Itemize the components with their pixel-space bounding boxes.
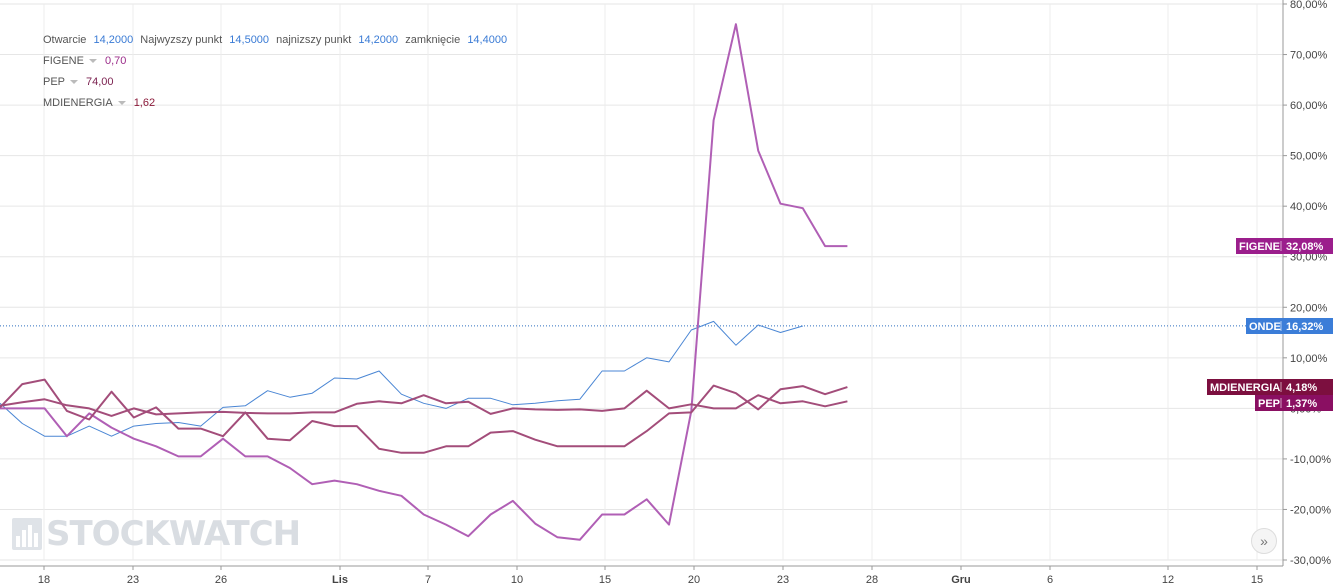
chevron-down-icon[interactable] <box>117 101 126 105</box>
end-label-name: MDIENERGIA <box>1210 382 1280 394</box>
legend-mdienergia-name: MDIENERGIA <box>43 97 113 109</box>
series-line-pep <box>0 389 848 417</box>
legend-figene-value: 0,70 <box>104 55 127 67</box>
legend-pep-value: 74,00 <box>86 76 114 88</box>
series-line-onde <box>0 320 803 437</box>
x-tick-label: 15 <box>599 574 611 586</box>
watermark: STOCKWATCH <box>46 514 301 554</box>
series-line-figene <box>0 23 848 541</box>
end-label-value: 1,37% <box>1286 398 1317 410</box>
open-label: Otwarcie <box>43 34 87 46</box>
legend-mdienergia-value: 1,62 <box>133 97 156 109</box>
end-label-bg <box>1246 318 1333 334</box>
x-tick-label: Lis <box>332 574 348 586</box>
x-tick-label: 15 <box>1251 574 1263 586</box>
y-tick-label: 30,00% <box>1290 252 1328 264</box>
x-tick-label: 23 <box>777 574 789 586</box>
stockwatch-logo-icon <box>12 518 42 550</box>
end-label-name: FIGENE <box>1239 241 1280 253</box>
low-value: 14,2000 <box>358 34 399 46</box>
x-tick-label: 20 <box>688 574 700 586</box>
y-tick-label: 40,00% <box>1290 201 1328 213</box>
end-label-pep: PEP 1,37% <box>1255 395 1333 411</box>
legend-figene-name: FIGENE <box>43 55 84 67</box>
series-line-mdienergia <box>0 378 848 454</box>
high-value: 14,5000 <box>229 34 270 46</box>
y-tick-label: 10,00% <box>1290 353 1328 365</box>
y-tick-label: -10,00% <box>1290 454 1331 466</box>
end-label-value: 4,18% <box>1286 382 1317 394</box>
legend-pep-name: PEP <box>43 76 66 88</box>
x-axis: 18 23 26 Lis 7 10 15 20 23 28 Gru 6 12 15 <box>0 565 1283 586</box>
end-label-bg <box>1207 379 1333 395</box>
y-tick-label: 20,00% <box>1290 302 1328 314</box>
chevron-down-icon[interactable] <box>70 80 79 84</box>
y-tick-label: 50,00% <box>1290 151 1328 163</box>
end-label-bg <box>1236 238 1333 254</box>
y-tick-label: -30,00% <box>1290 555 1331 567</box>
end-label-value: 32,08% <box>1286 241 1324 253</box>
x-tick-label: 23 <box>127 574 139 586</box>
legend-item-mdienergia[interactable]: MDIENERGIA 1,62 <box>43 93 511 114</box>
y-tick-label: 60,00% <box>1290 100 1328 112</box>
open-value: 14,2000 <box>93 34 134 46</box>
end-label-figene: FIGENE 32,08% <box>1236 238 1333 254</box>
x-tick-label: Gru <box>951 574 971 586</box>
x-tick-label: 10 <box>511 574 523 586</box>
legend-item-pep[interactable]: PEP 74,00 <box>43 72 511 93</box>
ohlc-row: Otwarcie 14,2000 Najwyzszy punkt 14,5000… <box>43 30 511 51</box>
end-labels: ONDE 16,32%FIGENE 32,08%MDIENERGIA 4,18%PEP… <box>1207 238 1333 411</box>
y-axis: 80,00% 70,00% 60,00% 50,00% 40,00% 30,00% 20,0… <box>1282 0 1331 567</box>
low-label: najnizszy punkt <box>276 34 352 46</box>
end-label-mdienergia: MDIENERGIA 4,18% <box>1207 379 1333 395</box>
end-label-bg <box>1255 395 1333 411</box>
x-tick-label: 7 <box>425 574 431 586</box>
y-tick-label: 80,00% <box>1290 0 1328 11</box>
scroll-to-latest-button[interactable]: » <box>1251 528 1277 554</box>
grid-lines <box>0 3 1283 561</box>
legend: Otwarcie 14,2000 Najwyzszy punkt 14,5000… <box>43 30 511 114</box>
end-label-value: 16,32% <box>1286 321 1324 333</box>
high-label: Najwyzszy punkt <box>140 34 223 46</box>
end-label-name: PEP <box>1258 398 1280 410</box>
close-value: 14,4000 <box>467 34 508 46</box>
series-lines <box>0 23 848 541</box>
end-label-name: ONDE <box>1249 321 1281 333</box>
legend-item-figene[interactable]: FIGENE 0,70 <box>43 51 511 72</box>
x-tick-label: 6 <box>1047 574 1053 586</box>
x-tick-label: 28 <box>866 574 878 586</box>
chevron-down-icon[interactable] <box>88 59 97 63</box>
close-label: zamknięcie <box>405 34 461 46</box>
end-label-onde: ONDE 16,32% <box>1246 318 1333 334</box>
x-tick-label: 26 <box>215 574 227 586</box>
x-tick-label: 12 <box>1162 574 1174 586</box>
x-tick-label: 18 <box>38 574 50 586</box>
y-tick-label: -20,00% <box>1290 504 1331 516</box>
y-tick-label: 70,00% <box>1290 50 1328 62</box>
